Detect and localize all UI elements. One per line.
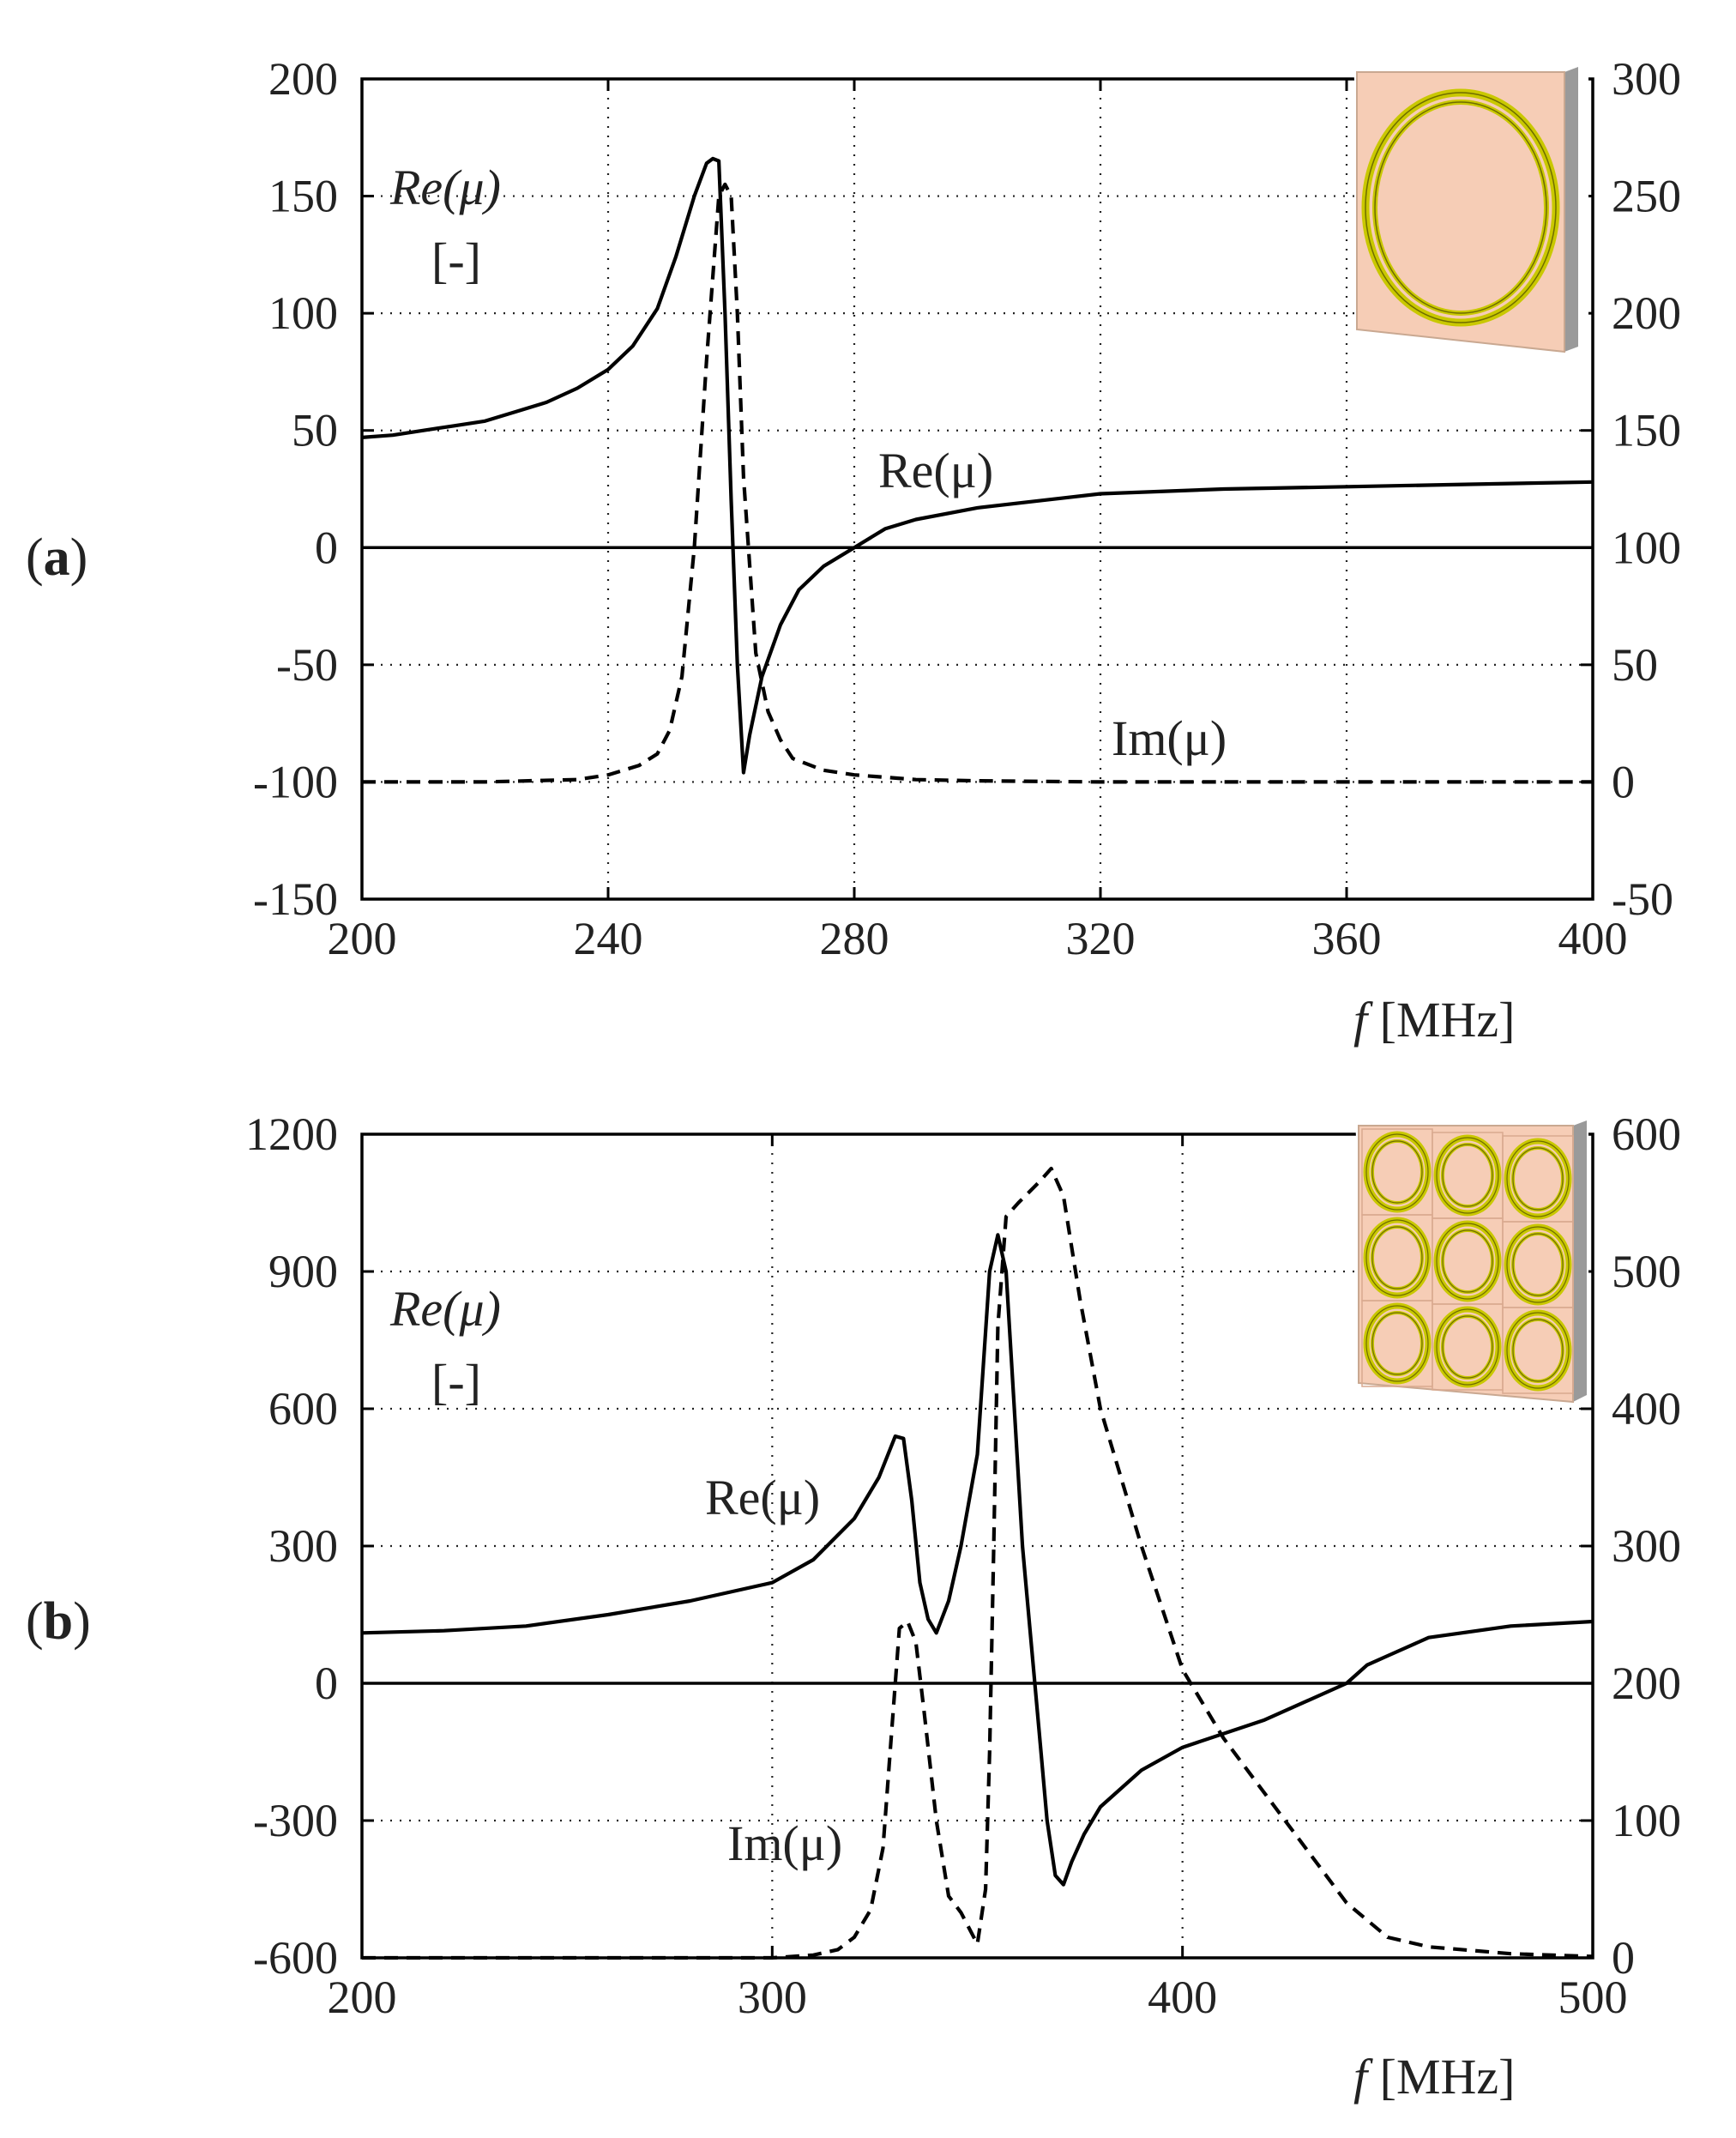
chart-b-annotation-re: Re(μ) [705,1470,820,1525]
chart-a-xtick-label: 200 [328,913,397,964]
panel-label-b-close: ) [73,1592,91,1651]
chart-b-ticks: 200 300 400 500 -600 -300 0 300 600 900 1200 0 100 20… [245,1108,1681,2023]
chart-b-ytick-left-label: -300 [253,1795,338,1846]
chart-a-inset-single-ring [1353,64,1588,353]
chart-a-ytick-right-label: 50 [1612,639,1658,691]
inset-b-ring-inner-line [1442,1229,1493,1293]
inset-b-plate-side [1573,1120,1587,1402]
chart-a-ticks: 200 240 280 320 360 400 -150 -100 -50 0 50 100 150 20… [253,53,1681,964]
chart-b-ytick-left-label: 600 [268,1383,338,1434]
chart-b-ytick-left-label: 900 [268,1246,338,1297]
inset-b-ring-inner-line [1512,1147,1564,1211]
panel-label-b-open: ( [26,1592,44,1651]
chart-b-ytick-right-label: 100 [1612,1795,1681,1846]
chart-a-ytick-right-label: 100 [1612,522,1681,573]
inset-b-ring-outer-line [1506,1312,1570,1389]
chart-a-ytick-right-label: 150 [1612,405,1681,456]
chart-a-ylabel-left-unit: [-] [431,233,481,288]
inset-b-ring-inner-line [1512,1319,1564,1382]
chart-a-ytick-left-label: 100 [268,287,338,339]
inset-b-ring-inner-line [1371,1140,1423,1204]
chart-a-ytick-right-label: -50 [1612,873,1673,925]
chart-a-xtick-label: 360 [1312,913,1382,964]
inset-a-ring-outer-line [1365,92,1557,323]
chart-a-xtick-label: 280 [820,913,889,964]
chart-b-ylabel-left: Re(μ) [389,1281,501,1337]
chart-b: 200 300 400 500 -600 -300 0 300 600 900 1200 0 100 20… [245,1108,1681,2105]
chart-b-ytick-left-label: -600 [253,1932,338,1984]
chart-a-frame [360,77,1594,901]
chart-b-ytick-right-label: 600 [1612,1108,1681,1160]
chart-a-xlabel-unit: [MHz] [1367,992,1515,1048]
chart-b-ytick-right-label: 200 [1612,1658,1681,1709]
chart-b-xtick-label: 400 [1148,1972,1217,2023]
chart-a-xlabel: f [MHz] [1353,992,1515,1048]
chart-b-series-im-mu-line [362,1166,1594,1960]
chart-b-ytick-left-label: 1200 [245,1108,338,1160]
inset-b-ring-outer-line [1506,1226,1570,1303]
inset-b-ring-inner-line [1512,1233,1564,1296]
chart-a-annotation-im: Im(μ) [1112,710,1227,766]
chart-b-annotation-im: Im(μ) [727,1815,842,1871]
inset-a-plate-side [1564,67,1578,352]
inset-b-ring-outer-line [1436,1308,1499,1386]
chart-a-ytick-left-label: -100 [253,756,338,807]
panel-label-b: (b) [26,1592,91,1651]
chart-b-inset-ring-array [1355,1120,1588,1407]
inset-b-ring-outer-line [1365,1219,1429,1296]
chart-a-xtick-label: 240 [574,913,643,964]
chart-b-xlabel: f [MHz] [1353,2049,1515,2105]
panel-label-a-letter: a [44,528,70,587]
inset-b-ring-outer-line [1365,1305,1429,1382]
inset-b-ring-inner-line [1442,1144,1493,1207]
chart-b-series-re-mu-line [361,1233,1594,1887]
chart-a-annotation-re: Re(μ) [878,443,993,498]
chart-a-series [361,156,1594,784]
chart-a-ylabel-left: Re(μ) [389,160,501,215]
inset-b-plate [1358,1125,1574,1404]
chart-a-ytick-left-label: -50 [276,639,338,691]
panel-label-a-close: ) [70,528,88,587]
chart-a-ytick-right-label: 250 [1612,171,1681,222]
panel-label-a: (a) [26,528,87,587]
chart-b-ytick-right-label: 400 [1612,1383,1681,1434]
inset-b-ring-inner-line [1442,1315,1493,1379]
inset-b-ring-outer-line [1436,1137,1499,1214]
chart-b-series [361,1166,1594,1960]
chart-a-ytick-left-label: -150 [253,873,338,925]
chart-a-ytick-left-label: 50 [292,405,338,456]
chart-b-xtick-label: 200 [328,1972,397,2023]
inset-b-rings [1361,1128,1574,1394]
chart-b-ytick-right-label: 300 [1612,1520,1681,1572]
inset-b-cell [1502,1307,1574,1394]
panel-label-a-open: ( [26,528,44,587]
chart-a-ytick-left-label: 150 [268,171,338,222]
chart-a-ytick-right-label: 0 [1612,756,1635,807]
chart-a-ytick-right-label: 200 [1612,287,1681,339]
chart-b-ytick-left-label: 300 [268,1520,338,1572]
chart-a-ytick-left-label: 200 [268,53,338,105]
panel-label-b-letter: b [44,1592,73,1651]
chart-a-xtick-label: 400 [1558,913,1628,964]
inset-b-ring-inner-line [1371,1312,1423,1375]
chart-a-ytick-right-label: 300 [1612,53,1681,105]
inset-b-ring-inner-line [1371,1226,1423,1289]
inset-b-ring-outer-line [1506,1140,1570,1217]
chart-b-xtick-label: 300 [738,1972,807,2023]
chart-b-ytick-left-label: 0 [315,1658,338,1709]
inset-a-ring-inner-line [1374,101,1547,314]
chart-a-xtick-label: 320 [1066,913,1136,964]
chart-a: 200 240 280 320 360 400 -150 -100 -50 0 50 100 150 20… [253,53,1681,1048]
inset-b-ring-outer-line [1436,1223,1499,1300]
inset-a-plate [1356,71,1565,353]
inset-b-ring-outer-line [1365,1133,1429,1211]
chart-a-ytick-left-label: 0 [315,522,338,573]
chart-b-ytick-right-label: 500 [1612,1246,1681,1297]
chart-b-ytick-right-label: 0 [1612,1932,1635,1984]
chart-b-ylabel-left-unit: [-] [431,1354,481,1410]
chart-b-xtick-label: 500 [1558,1972,1628,2023]
chart-a-series-re-mu-line [361,156,1594,775]
chart-b-xlabel-unit: [MHz] [1367,2049,1515,2105]
